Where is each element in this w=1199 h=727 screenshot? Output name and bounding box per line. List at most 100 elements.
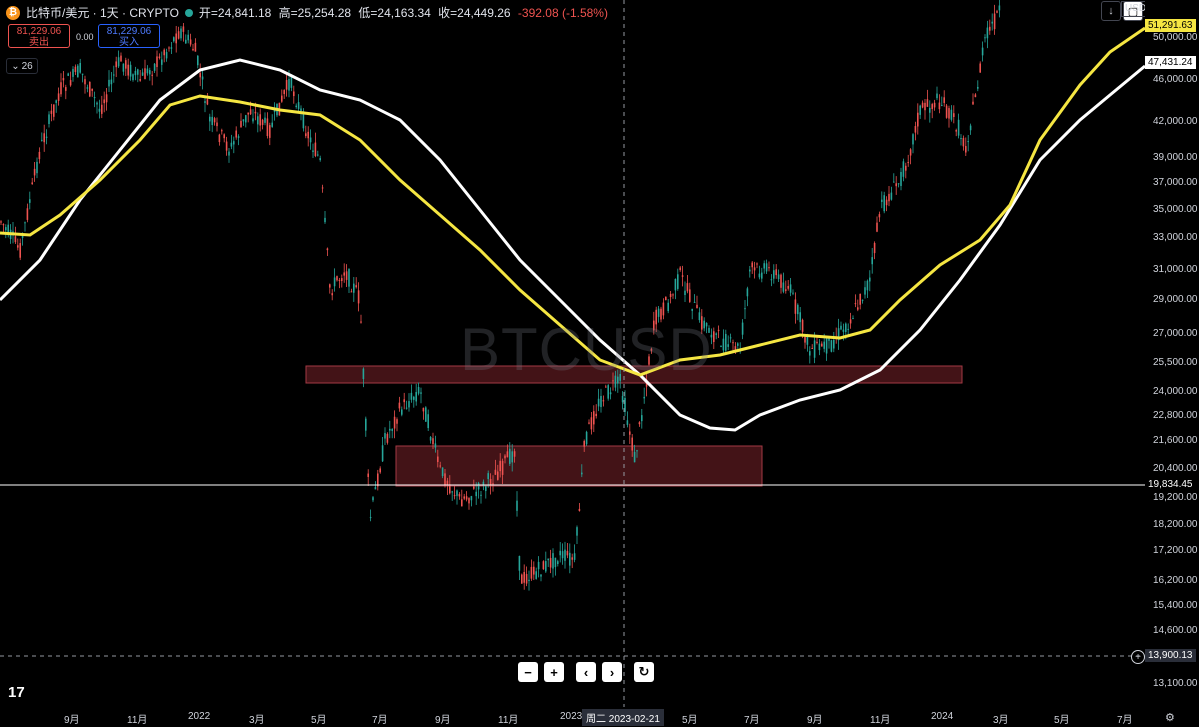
scroll-right-button[interactable]: › — [602, 662, 622, 682]
candle-body — [825, 337, 828, 354]
candle-body — [725, 333, 727, 351]
add-alert-icon[interactable]: + — [1131, 650, 1145, 664]
gear-icon[interactable]: ⚙ — [1165, 712, 1175, 724]
zoom-in-button[interactable]: + — [544, 662, 564, 682]
candle-body — [113, 74, 115, 76]
candle-body — [489, 479, 492, 486]
chart-area[interactable] — [0, 0, 1146, 707]
candle-body — [57, 93, 60, 101]
candle-body — [110, 79, 113, 85]
candle-body — [384, 433, 386, 439]
candle-body — [797, 304, 799, 315]
sell-button[interactable]: 81,229.06 卖出 — [8, 24, 70, 48]
candle-body — [257, 116, 259, 125]
candle-body — [369, 517, 372, 519]
candle-body — [542, 561, 545, 570]
candle-body — [403, 399, 405, 403]
buy-button[interactable]: 81,229.06 买入 — [98, 24, 160, 48]
candle-body — [439, 465, 441, 467]
candle-body — [499, 460, 501, 472]
candle-body — [907, 162, 909, 164]
candle-body — [194, 42, 197, 52]
candle-body — [662, 302, 665, 316]
symbol-title[interactable]: 比特币/美元 · 1天 · CRYPTO — [26, 6, 179, 20]
candle-body — [931, 104, 933, 110]
candle-body — [775, 269, 777, 276]
candle-body — [405, 407, 408, 409]
candle-body — [357, 290, 360, 304]
candle-body — [129, 64, 132, 77]
candle-body — [285, 80, 288, 90]
candle-body — [103, 99, 105, 104]
candle-body — [105, 94, 108, 103]
candle-body — [977, 86, 979, 89]
download-icon[interactable]: ↓ — [1101, 1, 1121, 21]
candle-body — [475, 491, 477, 497]
time-tick-label: 5月 — [311, 715, 327, 726]
candle-body — [19, 243, 21, 258]
ma-fast-price-tag: 51,291.63 — [1145, 19, 1196, 32]
candle-body — [828, 338, 830, 341]
candle-body — [269, 125, 271, 138]
price-chart[interactable] — [0, 0, 1146, 707]
candle-body — [974, 94, 977, 98]
tradingview-logo[interactable]: 17 — [8, 684, 25, 701]
candle-body — [641, 415, 643, 422]
candle-body — [185, 39, 187, 44]
candle-body — [348, 269, 350, 287]
candle-body — [240, 120, 242, 128]
candle-body — [115, 61, 117, 68]
indicators-toggle[interactable]: ⌄ 26 — [6, 58, 38, 74]
candle-body — [833, 339, 835, 349]
candle-body — [732, 342, 734, 344]
price-tick-label: 21,600.00 — [1153, 435, 1198, 446]
candle-body — [749, 269, 751, 272]
candle-body — [98, 108, 101, 112]
candle-body — [698, 312, 701, 321]
candle-body — [912, 134, 914, 145]
reset-chart-button[interactable]: ↻ — [634, 662, 654, 682]
candle-body — [223, 134, 225, 139]
candle-body — [885, 199, 888, 206]
candle-body — [849, 319, 852, 324]
candle-body — [333, 277, 336, 287]
scroll-left-button[interactable]: ‹ — [576, 662, 596, 682]
candle-body — [727, 344, 729, 347]
candle-body — [561, 551, 564, 559]
candle-body — [314, 142, 317, 156]
candle-body — [451, 491, 453, 493]
candle-body — [453, 495, 456, 497]
zoom-out-button[interactable]: − — [518, 662, 538, 682]
candle-body — [14, 236, 17, 243]
candle-body — [960, 138, 962, 140]
buy-label: 买入 — [119, 37, 139, 48]
candle-body — [871, 257, 873, 265]
candle-body — [989, 26, 991, 31]
spread-value: 0.00 — [76, 32, 94, 42]
candle-body — [434, 443, 437, 448]
candle-body — [117, 57, 120, 67]
candle-body — [321, 187, 324, 189]
candle-body — [998, 5, 1001, 11]
candle-body — [881, 199, 883, 202]
candle-body — [480, 494, 482, 496]
candle-body — [341, 278, 343, 281]
candle-body — [890, 192, 893, 200]
candle-body — [545, 561, 547, 572]
candle-body — [48, 114, 50, 124]
candle-body — [693, 301, 696, 303]
candle-body — [600, 395, 602, 408]
price-tick-label: 29,000.00 — [1153, 294, 1198, 305]
candle-body — [81, 73, 84, 75]
time-tick-label: 2022 — [188, 711, 211, 722]
price-axis[interactable]: 50,000.00 46,000.00 42,000.00 39,000.00 37,0… — [1145, 0, 1199, 707]
price-tick-label: 33,000.00 — [1153, 232, 1198, 243]
symbol-watermark: BTCUSD — [460, 316, 713, 383]
candle-body — [242, 119, 245, 122]
candle-body — [482, 481, 485, 486]
candle-body — [401, 409, 403, 415]
candle-body — [737, 343, 739, 346]
support-zone — [395, 445, 763, 487]
candle-body — [583, 440, 585, 447]
candle-body — [679, 267, 681, 271]
